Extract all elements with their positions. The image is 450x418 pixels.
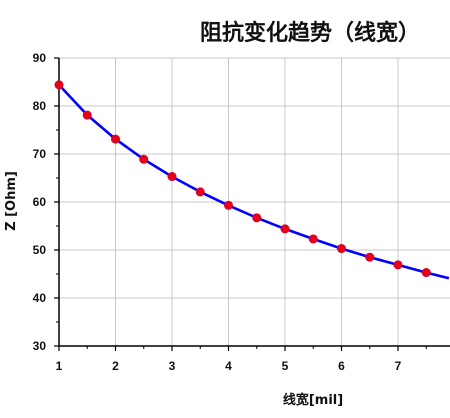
x-tick-labels: 1 2 3 4 5 6 7 (56, 346, 427, 373)
data-point (195, 187, 205, 197)
y-tick-label: 70 (33, 147, 47, 161)
grid (59, 57, 450, 346)
y-tick-label: 30 (33, 339, 47, 353)
data-point (82, 110, 92, 120)
chart-title: 阻抗变化趋势（线宽） (200, 20, 420, 46)
data-point (280, 224, 290, 234)
data-point (336, 244, 346, 254)
x-tick-label: 7 (395, 359, 402, 373)
data-point (139, 154, 149, 164)
data-point (421, 268, 431, 278)
x-tick-label: 3 (169, 359, 176, 373)
y-tick-label: 50 (33, 243, 47, 257)
y-tick-labels: 30 40 50 60 70 80 90 (33, 51, 59, 353)
data-point (308, 234, 318, 244)
data-point (167, 172, 177, 182)
data-point (224, 200, 234, 210)
data-point (393, 260, 403, 270)
x-tick-label: 6 (338, 359, 345, 373)
series-line (58, 84, 450, 280)
data-point (111, 134, 121, 144)
y-tick-label: 40 (33, 291, 47, 305)
x-axis-label: 线宽[mil] (283, 392, 343, 408)
x-tick-label: 5 (282, 359, 289, 373)
y-tick-label: 80 (33, 99, 47, 113)
y-tick-label: 60 (33, 195, 47, 209)
y-tick-label: 90 (33, 51, 47, 65)
data-point (365, 252, 375, 262)
y-axis-label: Z [Ohm] (4, 171, 19, 231)
x-tick-label: 1 (56, 359, 63, 373)
x-tick-label: 2 (112, 359, 119, 373)
data-point (252, 213, 262, 223)
series (54, 80, 450, 280)
data-point (54, 80, 64, 90)
x-tick-label: 4 (225, 359, 232, 373)
